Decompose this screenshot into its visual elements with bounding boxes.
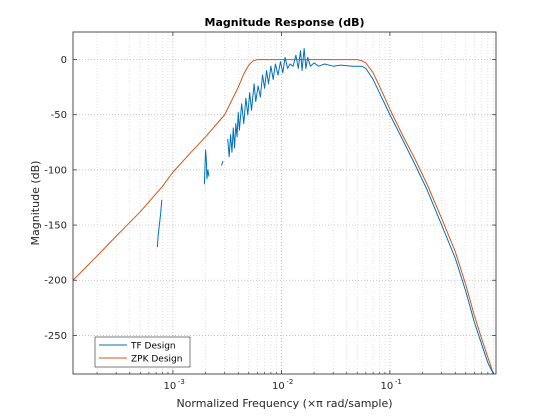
- x-tick-label-exponent: -2: [286, 378, 293, 386]
- major-grid: [73, 32, 496, 374]
- y-tick-labels: 0 -50 -100 -150 -200 -250: [44, 55, 67, 342]
- axes-box: [72, 31, 497, 375]
- minor-grid: [96, 32, 494, 374]
- y-tick-label: -150: [44, 221, 67, 232]
- legend-label-zpk: ZPK Design: [131, 355, 182, 365]
- y-tick-label: -200: [44, 276, 67, 287]
- series-layer: [73, 48, 494, 374]
- y-axis-label: Magnitude (dB): [29, 161, 42, 246]
- series-line-tf-design: [203, 149, 210, 185]
- series-line-tf-design: [220, 160, 224, 166]
- x-tick-label: 10: [272, 381, 285, 392]
- chart-title: Magnitude Response (dB): [205, 16, 365, 29]
- x-tick-labels: 10 -3 10 -2 10 -1: [164, 378, 402, 392]
- legend-box: [94, 336, 191, 368]
- x-tick-label: 10: [381, 381, 394, 392]
- y-tick-label: -100: [44, 165, 67, 176]
- legend-label-tf: TF Design: [130, 342, 176, 352]
- tick-marks: [73, 32, 496, 374]
- y-tick-label: -50: [51, 110, 67, 121]
- axes-background: [73, 32, 496, 374]
- series-line-zpk-design: [73, 59, 494, 374]
- legend[interactable]: TF Design ZPK Design: [94, 336, 191, 368]
- y-tick-label: 0: [61, 55, 67, 66]
- x-tick-label-exponent: -1: [395, 378, 402, 386]
- y-tick-label: -250: [44, 331, 67, 342]
- x-axis-label: Normalized Frequency (×π rad/sample): [176, 397, 392, 410]
- x-tick-label-exponent: -3: [178, 378, 185, 386]
- series-line-tf-design: [227, 48, 494, 374]
- series-line-tf-design: [156, 199, 163, 248]
- x-tick-label: 10: [164, 381, 177, 392]
